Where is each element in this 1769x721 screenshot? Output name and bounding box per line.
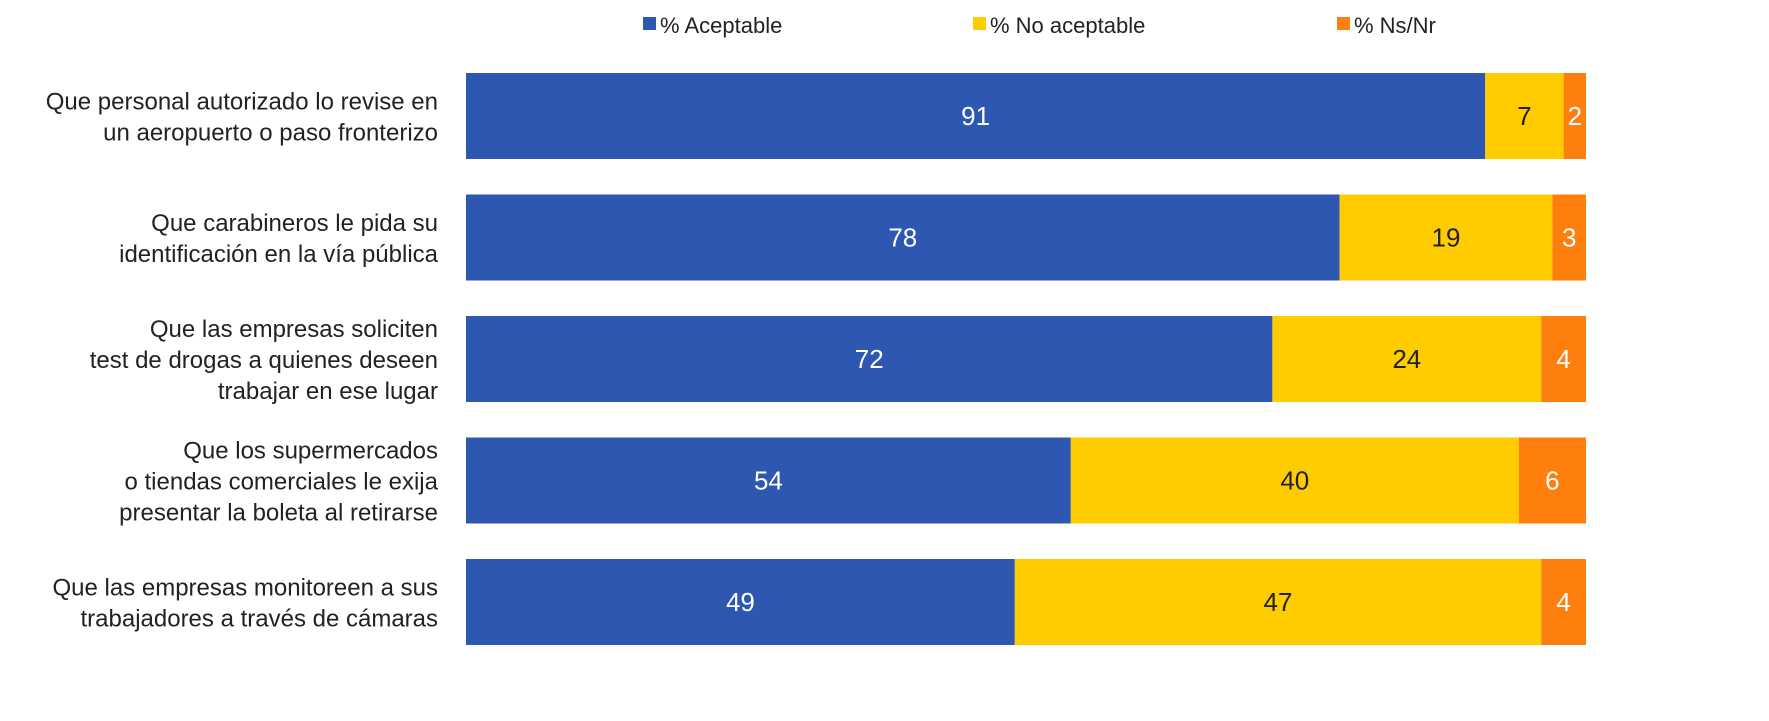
bar-segment-2-1 (1272, 316, 1542, 402)
value-label-2-1: 24 (1392, 344, 1421, 374)
bar-segment-3-1 (1070, 437, 1519, 524)
value-label-3-0: 54 (754, 466, 783, 496)
category-labels: Que personal autorizado lo revise en un a… (46, 89, 439, 633)
bars (466, 73, 1586, 645)
value-label-3-1: 40 (1280, 466, 1309, 496)
value-label-1-1: 19 (1432, 223, 1461, 253)
bar-segment-2-0 (466, 316, 1273, 402)
value-label-1-2: 3 (1562, 223, 1576, 253)
category-label-4: Que las empresas monitoreen a sus trabaja… (52, 575, 438, 633)
bar-segment-4-1 (1014, 559, 1542, 645)
value-label-0-2: 2 (1568, 101, 1582, 131)
bar-segment-3-2 (1518, 437, 1586, 524)
bar-segment-0-0 (466, 73, 1486, 159)
legend-label-1: % No aceptable (990, 13, 1145, 38)
value-label-4-2: 4 (1556, 587, 1570, 617)
bar-segment-4-0 (466, 559, 1015, 645)
bar-segment-1-2 (1552, 194, 1586, 281)
value-label-2-0: 72 (855, 344, 884, 374)
category-label-2: Que las empresas soliciten test de drogas… (90, 316, 438, 405)
bar-segment-1-1 (1339, 194, 1553, 281)
value-label-0-1: 7 (1517, 101, 1531, 131)
bar-segment-0-2 (1563, 73, 1586, 159)
legend-label-0: % Aceptable (660, 13, 782, 38)
legend-swatch-0 (643, 17, 656, 30)
bar-segment-2-2 (1541, 316, 1586, 402)
category-label-1: Que carabineros le pida su identificación… (119, 210, 439, 268)
value-label-0-0: 91 (961, 101, 990, 131)
category-label-0: Que personal autorizado lo revise en un a… (46, 89, 438, 147)
value-label-3-2: 6 (1545, 466, 1559, 496)
legend-swatch-1 (973, 17, 986, 30)
bar-segment-0-1 (1485, 73, 1564, 159)
bar-segment-1-0 (466, 194, 1340, 281)
legend-swatch-2 (1337, 17, 1350, 30)
category-label-3: Que los supermercados o tiendas comercial… (119, 438, 438, 527)
value-labels: 91 7 278 19 372 24 454 40 649 47 4 (726, 101, 1582, 617)
value-label-4-1: 47 (1264, 587, 1293, 617)
value-label-4-0: 49 (726, 587, 755, 617)
value-label-1-0: 78 (888, 223, 917, 253)
bar-segment-3-0 (466, 437, 1071, 524)
legend: % Aceptable % No aceptable % Ns/Nr (643, 13, 1436, 38)
bar-segment-4-2 (1541, 559, 1586, 645)
legend-label-2: % Ns/Nr (1354, 13, 1436, 38)
value-label-2-2: 4 (1556, 344, 1570, 374)
